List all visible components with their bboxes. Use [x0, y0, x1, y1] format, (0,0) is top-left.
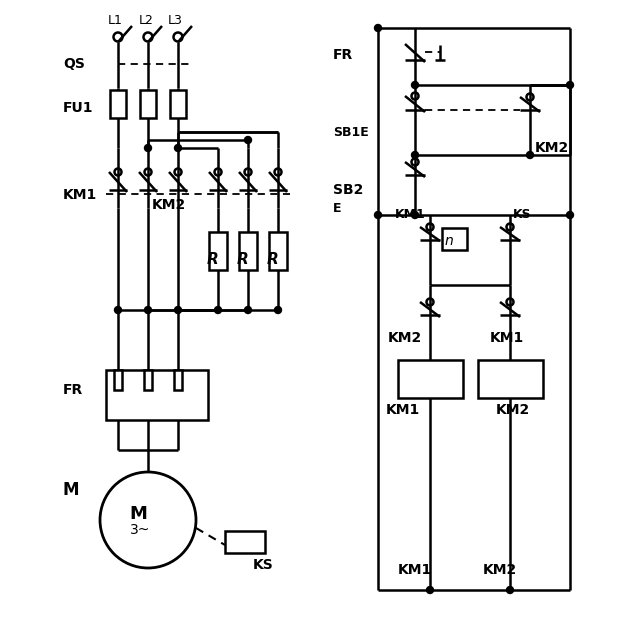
Circle shape [173, 33, 182, 42]
Circle shape [412, 159, 419, 165]
Circle shape [374, 211, 381, 218]
Circle shape [412, 92, 419, 99]
Text: R: R [267, 252, 279, 267]
Circle shape [412, 152, 419, 159]
Text: KM1: KM1 [395, 208, 426, 221]
Circle shape [412, 211, 419, 218]
Bar [398, 360, 463, 398]
Circle shape [244, 136, 252, 143]
Text: R: R [237, 252, 249, 267]
Circle shape [506, 299, 513, 306]
Text: KS: KS [253, 558, 274, 572]
Bar [114, 370, 122, 390]
Circle shape [145, 145, 152, 152]
Text: FR: FR [63, 383, 83, 397]
Text: KM2: KM2 [535, 141, 569, 155]
Circle shape [374, 25, 381, 31]
Text: KM2: KM2 [496, 403, 530, 417]
Text: QS: QS [63, 57, 85, 71]
Bar [140, 90, 156, 118]
Bar [225, 531, 265, 553]
Circle shape [175, 169, 182, 175]
Bar [239, 232, 257, 270]
Bar [106, 370, 208, 420]
Text: L1: L1 [108, 13, 123, 26]
Circle shape [100, 472, 196, 568]
Circle shape [145, 169, 152, 175]
Circle shape [175, 145, 182, 152]
Bar [170, 90, 186, 118]
Circle shape [244, 169, 252, 175]
Text: FR: FR [333, 48, 353, 62]
Circle shape [412, 82, 419, 89]
Text: KM2: KM2 [483, 563, 517, 577]
Bar [478, 360, 543, 398]
Text: SB2: SB2 [333, 183, 364, 197]
Circle shape [214, 306, 221, 313]
Circle shape [426, 586, 433, 594]
Text: KM1: KM1 [490, 331, 524, 345]
Text: 3~: 3~ [130, 523, 150, 537]
Circle shape [527, 94, 534, 101]
Text: KM2: KM2 [388, 331, 422, 345]
Text: SB1E: SB1E [333, 126, 369, 140]
Bar [144, 370, 152, 390]
Text: M: M [129, 505, 147, 523]
Circle shape [145, 306, 152, 313]
Text: KM1: KM1 [386, 403, 420, 417]
Circle shape [275, 169, 282, 175]
Text: KM1: KM1 [398, 563, 432, 577]
Circle shape [175, 306, 182, 313]
Circle shape [527, 152, 534, 159]
Circle shape [244, 306, 252, 313]
Bar [110, 90, 126, 118]
Bar [442, 228, 467, 250]
Circle shape [214, 169, 221, 175]
Text: L2: L2 [139, 13, 154, 26]
Circle shape [506, 586, 513, 594]
Circle shape [115, 169, 122, 175]
Text: E: E [333, 201, 342, 214]
Text: KM2: KM2 [152, 198, 186, 212]
Bar [269, 232, 287, 270]
Circle shape [143, 33, 152, 42]
Circle shape [275, 306, 282, 313]
Circle shape [506, 223, 513, 230]
Bar [209, 232, 227, 270]
Circle shape [566, 211, 573, 218]
Bar [174, 370, 182, 390]
Circle shape [115, 306, 122, 313]
Circle shape [113, 33, 122, 42]
Circle shape [566, 82, 573, 89]
Text: KM1: KM1 [63, 188, 97, 202]
Text: n: n [445, 234, 454, 248]
Text: R: R [207, 252, 219, 267]
Circle shape [426, 299, 433, 306]
Text: M: M [63, 481, 79, 499]
Circle shape [426, 223, 433, 230]
Text: FU1: FU1 [63, 101, 93, 115]
Text: KS: KS [513, 208, 532, 221]
Text: L3: L3 [168, 13, 183, 26]
